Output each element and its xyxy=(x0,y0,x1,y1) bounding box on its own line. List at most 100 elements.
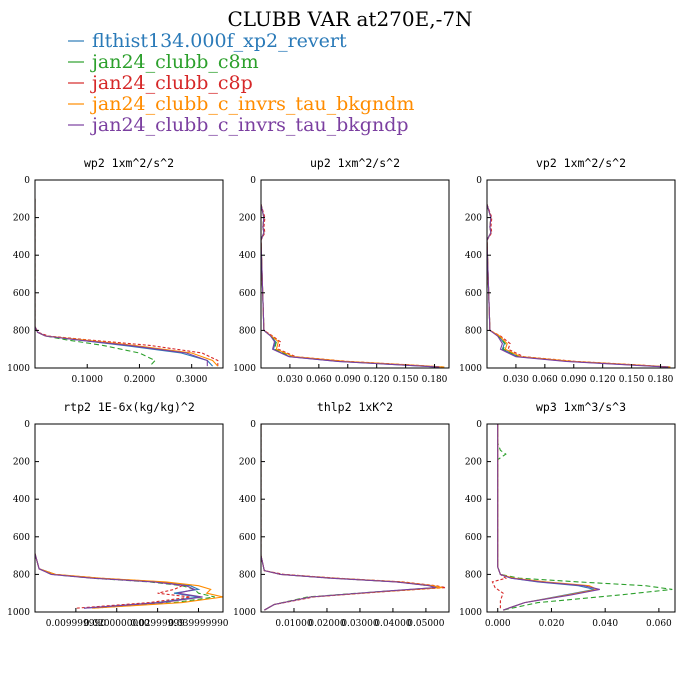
series-line-3 xyxy=(491,424,508,611)
panel-2: up2 1xm^2/s^2 0 200 400 600 800 1000 0.030 0.060… xyxy=(233,156,450,385)
series-group xyxy=(35,198,219,367)
y-tick-label: 200 xyxy=(465,458,482,468)
legend-entry: jan24_clubb_c_invrs_tau_bkgndp xyxy=(90,114,409,136)
y-tick-label: 200 xyxy=(465,214,482,224)
y-tick-label: 400 xyxy=(465,251,482,261)
series-line-2 xyxy=(35,553,215,609)
series-line-2 xyxy=(497,424,673,611)
series-line-5 xyxy=(497,424,600,611)
plot-frame xyxy=(260,423,450,613)
x-tick-label: 0.040 xyxy=(592,619,618,629)
panel-1: wp2 1xm^2/s^2 0 200 400 600 800 1000 0.1000 0.20… xyxy=(7,156,224,385)
series-line-1 xyxy=(261,204,440,368)
x-tick-label: 0.150 xyxy=(619,375,645,385)
x-tick-label: 0.180 xyxy=(648,375,674,385)
y-tick-label: 1000 xyxy=(7,608,30,618)
y-tick-label: 800 xyxy=(239,570,256,580)
x-tick-label: 0.090 xyxy=(561,375,587,385)
x-tick-label: 0.030 xyxy=(503,375,529,385)
series-line-4 xyxy=(261,424,443,611)
y-tick-label: 600 xyxy=(239,289,256,299)
series-line-5 xyxy=(35,198,208,367)
y-tick-label: 0 xyxy=(24,176,30,186)
x-tick-label: 0.0200000000 xyxy=(84,619,150,629)
series-line-1 xyxy=(487,204,671,368)
y-tick-label: 400 xyxy=(239,251,256,261)
x-tick-label: 0.060 xyxy=(646,619,672,629)
y-tick-label: 800 xyxy=(239,326,256,336)
series-line-2 xyxy=(261,204,445,368)
series-group xyxy=(491,424,673,611)
y-tick-label: 0 xyxy=(476,420,482,430)
legend-entry: jan24_clubb_c_invrs_tau_bkgndm xyxy=(90,93,414,115)
x-tick-label: 0.3000 xyxy=(176,375,208,385)
panel-title: up2 1xm^2/s^2 xyxy=(310,156,400,170)
series-line-3 xyxy=(261,424,446,611)
series-line-3 xyxy=(487,204,671,368)
panel-title: rtp2 1E-6x(kg/kg)^2 xyxy=(63,400,195,414)
x-tick-label: 0.150 xyxy=(393,375,419,385)
panel-title: wp3 1xm^3/s^3 xyxy=(536,400,626,414)
series-group xyxy=(487,204,671,368)
x-tick-label: 0.030 xyxy=(277,375,303,385)
series-group xyxy=(261,424,446,611)
y-tick-label: 600 xyxy=(13,289,30,299)
y-tick-label: 1000 xyxy=(459,608,482,618)
panel-5: thlp2 1xK^2 0 200 400 600 800 1000 0.010000.020… xyxy=(233,400,450,629)
y-tick-label: 1000 xyxy=(459,364,482,374)
panels: wp2 1xm^2/s^2 0 200 400 600 800 1000 0.1000 0.20… xyxy=(7,156,676,629)
plot-frame xyxy=(260,179,450,369)
x-tick-label: 0.02000 xyxy=(308,619,345,629)
legend: flthist134.000f_xp2_revertjan24_clubb_c8… xyxy=(68,30,414,136)
x-tick-label: 0.04000 xyxy=(374,619,411,629)
panel-title: vp2 1xm^2/s^2 xyxy=(536,156,626,170)
panel-title: thlp2 1xK^2 xyxy=(317,400,393,414)
y-tick-label: 400 xyxy=(13,495,30,505)
y-tick-label: 800 xyxy=(13,570,30,580)
y-tick-label: 200 xyxy=(239,458,256,468)
legend-entry: flthist134.000f_xp2_revert xyxy=(92,30,347,52)
series-line-1 xyxy=(35,198,213,367)
y-tick-label: 600 xyxy=(465,533,482,543)
x-tick-label: 0.03000 xyxy=(341,619,378,629)
y-tick-label: 200 xyxy=(13,458,30,468)
y-tick-label: 400 xyxy=(13,251,30,261)
panel-3: vp2 1xm^2/s^2 0 200 400 600 800 1000 0.030 0.060… xyxy=(459,156,676,385)
series-line-3 xyxy=(261,204,445,368)
x-tick-label: 0.009999990 xyxy=(46,619,106,629)
panel-title: wp2 1xm^2/s^2 xyxy=(84,156,174,170)
y-tick-label: 1000 xyxy=(7,364,30,374)
y-tick-label: 0 xyxy=(476,176,482,186)
x-tick-label: 0.060 xyxy=(532,375,558,385)
y-tick-label: 600 xyxy=(465,289,482,299)
y-tick-label: 400 xyxy=(465,495,482,505)
y-tick-label: 1000 xyxy=(233,364,256,374)
plot-frame xyxy=(34,423,224,613)
series-line-3 xyxy=(35,553,191,609)
series-line-5 xyxy=(261,204,440,368)
x-tick-label: 0.02999999 xyxy=(130,619,185,629)
x-tick-label: 0.090 xyxy=(335,375,361,385)
series-line-3 xyxy=(35,198,219,367)
series-line-4 xyxy=(261,204,445,368)
x-tick-label: 0.020 xyxy=(539,619,565,629)
y-tick-label: 800 xyxy=(13,326,30,336)
x-tick-label: 0.120 xyxy=(364,375,390,385)
series-line-5 xyxy=(35,553,203,609)
series-line-4 xyxy=(35,198,219,367)
x-tick-label: 0.180 xyxy=(422,375,448,385)
y-tick-label: 800 xyxy=(465,570,482,580)
series-line-4 xyxy=(487,204,671,368)
y-tick-label: 800 xyxy=(465,326,482,336)
series-line-2 xyxy=(487,204,671,368)
y-tick-label: 0 xyxy=(250,176,256,186)
x-tick-label: 0.1000 xyxy=(71,375,103,385)
y-tick-label: 0 xyxy=(250,420,256,430)
series-group xyxy=(35,553,223,609)
legend-entry: jan24_clubb_c8m xyxy=(90,51,259,73)
x-tick-label: 0.039999990 xyxy=(168,619,228,629)
series-line-5 xyxy=(487,204,669,368)
y-tick-label: 0 xyxy=(24,420,30,430)
